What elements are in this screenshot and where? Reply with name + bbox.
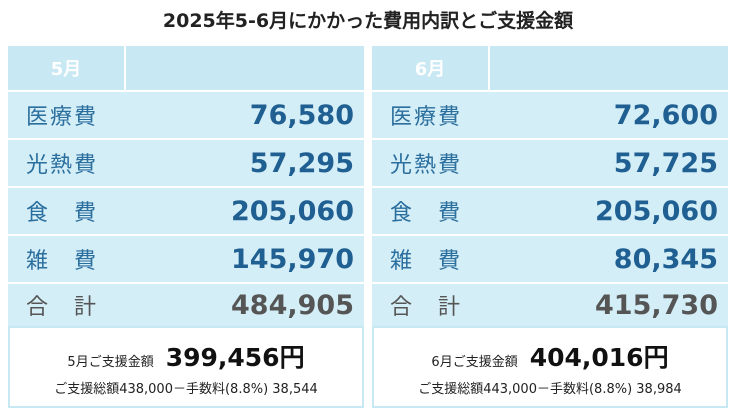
table-row: 医療費 72,600 [372,92,728,138]
support-label: 6月ご支援金額 [431,355,518,370]
row-amount: 57,725 [613,147,718,179]
row-amount: 72,600 [613,99,718,131]
table-row: 合 計 415,730 [372,284,728,326]
row-label: 医療費 [26,105,99,130]
table-header: 5月 [8,46,364,90]
support-detail: ご支援総額443,000－手数料(8.8%) 38,984 [418,382,682,397]
row-amount: 80,345 [613,243,718,275]
cost-table: 6月医療費 72,600 光熱費 57,725 食 費 205,060 雑 費 80,345 合… [372,46,728,328]
support-detail: ご支援総額438,000－手数料(8.8%) 38,544 [54,382,318,397]
month-label: 6月 [372,46,488,90]
table-row: 光熱費 57,725 [372,140,728,186]
table-row: 合 計 484,905 [8,284,364,326]
table-row: 雑 費 145,970 [8,236,364,282]
support-box: 5月ご支援金額 399,456円ご支援総額438,000－手数料(8.8%) 38… [8,326,364,408]
month-label: 5月 [8,46,124,90]
table-row: 医療費 76,580 [8,92,364,138]
support-amount: 399,456円 [165,343,305,372]
table-row: 光熱費 57,295 [8,140,364,186]
cost-table: 5月医療費 76,580 光熱費 57,295 食 費 205,060 雑 費 145,970… [8,46,364,328]
support-box: 6月ご支援金額 404,016円ご支援総額443,000－手数料(8.8%) 38… [372,326,728,408]
support-line: 6月ご支援金額 404,016円 [374,338,726,374]
support-label: 5月ご支援金額 [67,355,154,370]
row-amount: 205,060 [231,195,354,227]
support-amount: 404,016円 [529,343,669,372]
header-cell [490,46,728,90]
row-label: 雑 費 [26,249,99,274]
row-label: 医療費 [390,105,463,130]
table-row: 雑 費 80,345 [372,236,728,282]
row-label: 光熱費 [26,153,99,178]
row-amount: 76,580 [249,99,354,131]
row-amount: 484,905 [231,289,354,321]
support-line: 5月ご支援金額 399,456円 [10,338,362,374]
row-label: 食 費 [390,201,463,226]
table-row: 食 費 205,060 [8,188,364,234]
row-amount: 57,295 [249,147,354,179]
row-amount: 415,730 [595,289,718,321]
row-label: 合 計 [26,295,99,320]
row-label: 雑 費 [390,249,463,274]
row-amount: 145,970 [231,243,354,275]
page-title: 2025年5-6月にかかった費用内訳とご支援金額 [162,10,574,32]
table-row: 食 費 205,060 [372,188,728,234]
table-header: 6月 [372,46,728,90]
row-label: 光熱費 [390,153,463,178]
row-label: 食 費 [26,201,99,226]
header-cell [126,46,364,90]
row-label: 合 計 [390,295,463,320]
row-amount: 205,060 [595,195,718,227]
